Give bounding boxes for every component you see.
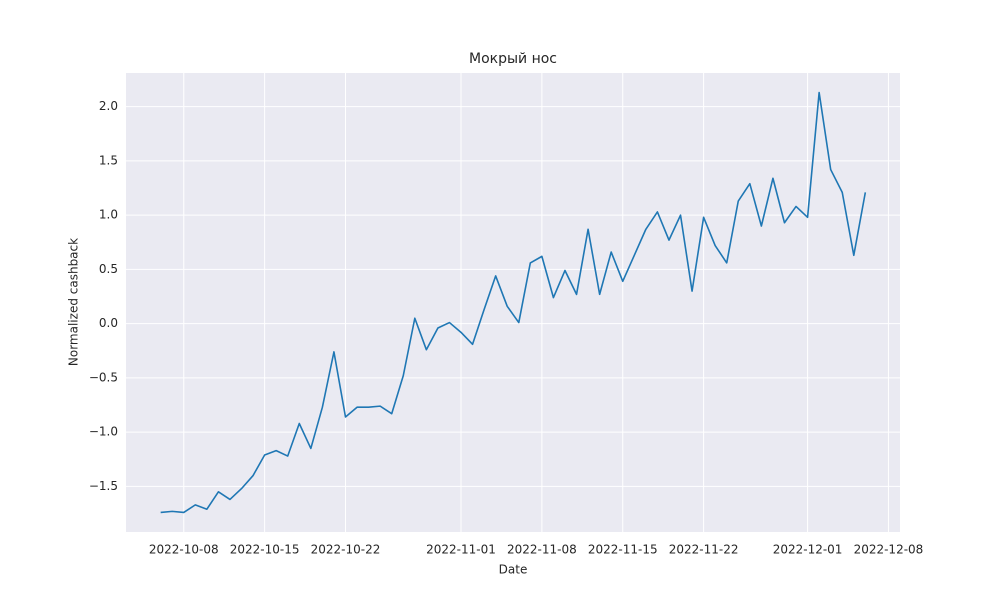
y-tick-label: −1.5 [89, 479, 118, 493]
y-tick-label: 1.0 [99, 208, 118, 222]
plot-area [126, 73, 900, 532]
y-tick-label: 1.5 [99, 153, 118, 167]
x-tick-label: 2022-10-15 [230, 543, 300, 557]
y-tick-label: 2.0 [99, 99, 118, 113]
x-tick-label: 2022-11-22 [669, 543, 739, 557]
y-tick-label: 0.5 [99, 262, 118, 276]
x-tick-label: 2022-11-01 [426, 543, 496, 557]
data-line [160, 91, 867, 514]
x-tick-label: 2022-11-08 [507, 543, 577, 557]
x-tick-label: 2022-10-08 [149, 543, 219, 557]
chart-title: Мокрый нос [469, 51, 557, 67]
x-tick-label: 2022-12-01 [773, 543, 843, 557]
y-tick-label: −0.5 [89, 370, 118, 384]
y-tick-label: −1.0 [89, 425, 118, 439]
y-tick-label: 0.0 [99, 316, 118, 330]
x-axis-label: Date [499, 563, 528, 577]
x-tick-label: 2022-10-22 [311, 543, 381, 557]
y-axis-label: Normalized cashback [67, 238, 81, 366]
x-tick-label: 2022-12-08 [854, 543, 924, 557]
x-tick-label: 2022-11-15 [588, 543, 658, 557]
